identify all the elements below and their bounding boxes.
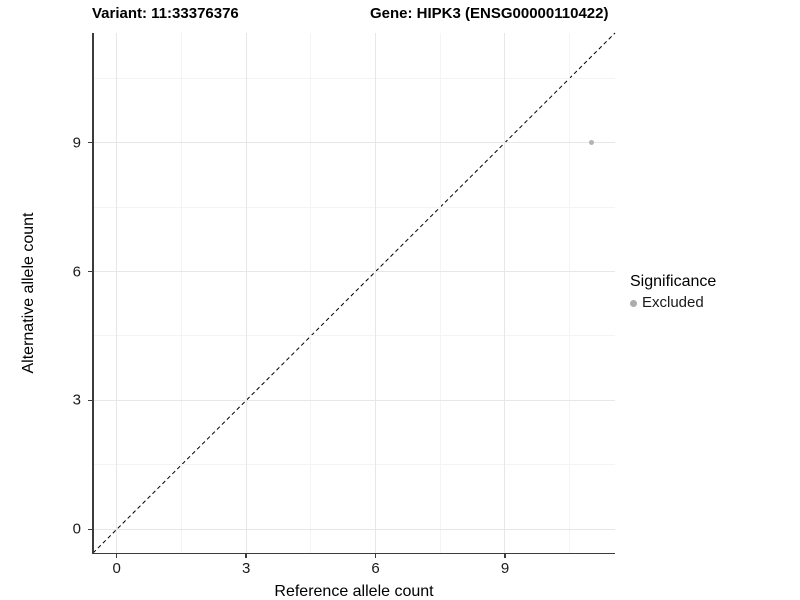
x-major-gridline: [375, 33, 377, 553]
y-axis-title: Alternative allele count: [20, 212, 37, 374]
legend-entry: Excluded: [630, 294, 716, 312]
x-tick-label: 3: [241, 560, 251, 577]
plot-panel: [92, 32, 616, 554]
variant-title: Variant: 11:33376376: [92, 5, 239, 22]
x-tick: [374, 553, 377, 558]
x-minor-gridline: [439, 33, 441, 553]
identity-dashed-line: [92, 32, 616, 554]
legend-point-icon: [630, 299, 637, 307]
y-tick: [88, 141, 93, 144]
y-axis-line: [92, 33, 94, 553]
x-axis-title: Reference allele count: [274, 583, 434, 600]
y-tick: [88, 399, 93, 402]
x-major-gridline: [504, 33, 506, 553]
x-minor-gridline: [180, 33, 182, 553]
legend: Significance Excluded: [630, 272, 716, 312]
y-major-gridline: [93, 271, 615, 272]
x-tick-label: 6: [371, 560, 380, 577]
y-tick: [88, 270, 93, 273]
x-tick-label: 9: [500, 560, 510, 577]
x-tick-label: 0: [112, 560, 121, 577]
y-major-gridline: [93, 142, 615, 144]
y-tick: [88, 528, 93, 531]
x-tick: [115, 553, 118, 558]
y-tick-label: 6: [72, 263, 81, 280]
x-major-gridline: [116, 33, 118, 553]
identity-line-layer: [92, 32, 616, 554]
y-tick-label: 9: [72, 134, 81, 152]
y-major-gridline: [93, 399, 615, 401]
y-minor-gridline: [93, 464, 615, 466]
y-major-gridline: [93, 528, 615, 530]
x-axis-line: [92, 552, 615, 554]
y-minor-gridline: [93, 335, 615, 337]
data-point: [588, 140, 594, 146]
y-minor-gridline: [93, 77, 615, 79]
y-tick-label: 0: [72, 520, 81, 538]
x-minor-gridline: [569, 33, 571, 553]
legend-title: Significance: [630, 273, 717, 290]
y-tick-label: 3: [72, 391, 81, 409]
x-tick: [504, 553, 506, 558]
legend-entry-label: Excluded: [642, 294, 704, 311]
y-minor-gridline: [93, 206, 615, 208]
plot-panel-wrap: 0 3 6 9 0 3 6 9 Reference allele count Alternat…: [20, 32, 616, 600]
x-tick: [245, 553, 247, 558]
x-minor-gridline: [310, 33, 312, 553]
x-major-gridline: [245, 33, 247, 553]
gene-title: Gene: HIPK3 (ENSG00000110422): [370, 5, 609, 22]
